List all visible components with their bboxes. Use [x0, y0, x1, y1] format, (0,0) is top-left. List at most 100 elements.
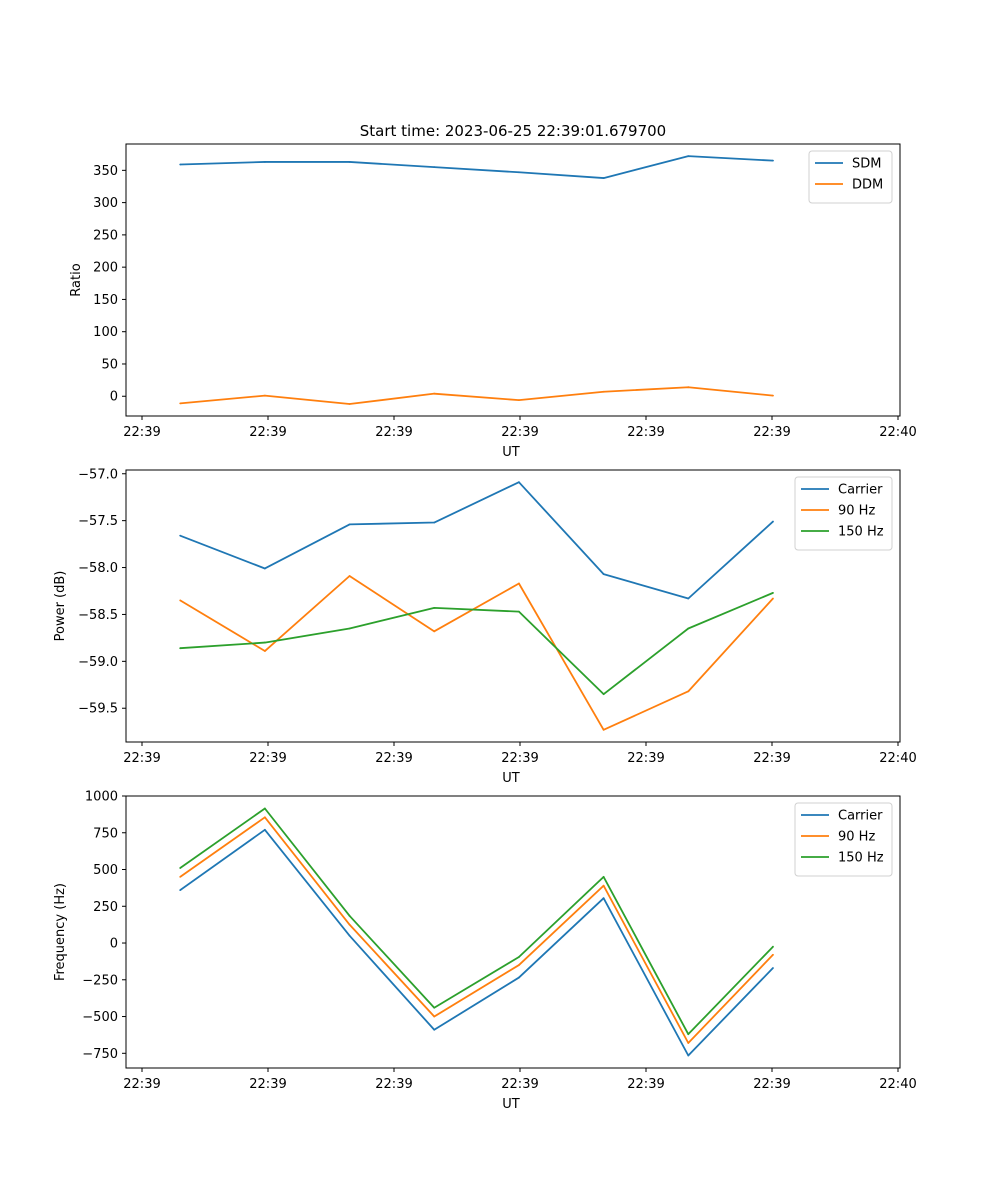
- data-point-carrier: [263, 567, 266, 570]
- x-tick-label: 22:39: [249, 751, 286, 766]
- data-point-90-hz: [518, 964, 520, 966]
- data-point-90-hz: [348, 923, 351, 926]
- data-point-150-hz: [179, 647, 182, 650]
- data-point-150-hz: [348, 914, 351, 917]
- data-point-ddm: [179, 402, 182, 405]
- x-tick-label: 22:39: [123, 1077, 160, 1092]
- data-point-carrier: [772, 520, 774, 523]
- figure-title: Start time: 2023-06-25 22:39:01.679700: [360, 122, 666, 140]
- data-point-carrier: [348, 523, 351, 526]
- x-tick-label: 22:39: [753, 751, 790, 766]
- x-tick-label: 22:40: [879, 751, 916, 766]
- data-point-90-hz: [433, 1015, 436, 1018]
- x-tick-label: 22:39: [501, 425, 538, 440]
- x-tick-label: 22:39: [501, 1077, 538, 1092]
- y-axis-label: Ratio: [69, 263, 84, 296]
- data-point-90-hz: [687, 690, 690, 693]
- data-point-90-hz: [687, 1042, 690, 1044]
- y-tick-label: 150: [93, 293, 118, 308]
- data-point-90-hz: [263, 650, 266, 652]
- plot-area: [125, 469, 901, 743]
- x-tick-label: 22:39: [753, 1077, 790, 1092]
- x-axis-label: UT: [502, 771, 520, 786]
- data-point-carrier: [348, 934, 351, 937]
- data-point-90-hz: [263, 816, 266, 819]
- y-tick-label: 0: [110, 937, 118, 952]
- data-point-carrier: [687, 597, 690, 600]
- y-tick-label: −59.0: [78, 655, 118, 670]
- data-point-ddm: [433, 392, 436, 395]
- x-tick-label: 22:39: [375, 1077, 412, 1092]
- data-point-90-hz: [348, 575, 351, 577]
- data-point-150-hz: [518, 610, 520, 613]
- plot-area: [125, 795, 901, 1069]
- x-tick-label: 22:39: [627, 751, 664, 766]
- data-point-sdm: [687, 155, 690, 158]
- data-point-sdm: [348, 161, 351, 163]
- data-point-90-hz: [602, 728, 605, 731]
- series-line-carrier: [179, 481, 774, 600]
- series-line-ddm: [180, 386, 774, 405]
- data-point-150-hz: [348, 627, 351, 630]
- data-point-90-hz: [179, 875, 182, 878]
- series-line-150-hz: [180, 592, 774, 696]
- y-tick-label: 750: [93, 826, 118, 841]
- x-tick-label: 22:39: [753, 425, 790, 440]
- legend-label: 150 Hz: [838, 851, 884, 866]
- x-tick-label: 22:40: [879, 425, 916, 440]
- data-point-150-hz: [433, 606, 436, 609]
- y-tick-label: 250: [93, 228, 118, 243]
- data-point-carrier: [179, 889, 182, 891]
- data-point-ddm: [687, 386, 690, 389]
- legend-label: Carrier: [838, 809, 883, 824]
- data-point-ddm: [772, 394, 774, 397]
- data-point-150-hz: [433, 1006, 436, 1009]
- y-tick-label: 500: [93, 863, 118, 878]
- legend-label: 90 Hz: [838, 830, 875, 845]
- data-point-90-hz: [179, 599, 182, 602]
- x-tick-label: 22:39: [249, 425, 286, 440]
- data-point-150-hz: [518, 956, 520, 958]
- plot-area: [125, 143, 901, 417]
- data-point-sdm: [179, 163, 182, 166]
- x-tick-label: 22:39: [627, 1077, 664, 1092]
- y-tick-label: −57.0: [78, 467, 118, 482]
- data-point-carrier: [687, 1054, 690, 1057]
- x-tick-label: 22:39: [501, 751, 538, 766]
- y-axis-label: Frequency (Hz): [53, 883, 68, 981]
- y-axis-label: Power (dB): [53, 571, 68, 642]
- chart-panel-2: −59.5 −59.0 −58.5 −58.0 −57.5 −57.0 22:39 22:39…: [53, 467, 917, 786]
- data-point-ddm: [263, 394, 266, 397]
- data-point-carrier: [602, 573, 605, 576]
- data-point-sdm: [602, 177, 605, 179]
- series-line-90-hz: [179, 816, 774, 1044]
- y-tick-label: −58.5: [78, 608, 118, 623]
- data-point-ddm: [602, 390, 605, 393]
- series-line-90-hz: [179, 575, 774, 731]
- x-tick-label: 22:39: [627, 425, 664, 440]
- y-tick-label: 1000: [85, 790, 118, 805]
- chart-panel-3: −750 −500 −250 0 250 500 750 1000 22:39 22:39 22:3…: [53, 790, 917, 1113]
- x-tick-label: 22:39: [375, 425, 412, 440]
- legend: Carrier 90 Hz 150 Hz: [794, 476, 893, 551]
- data-point-90-hz: [518, 582, 520, 585]
- y-tick-label: −59.5: [78, 702, 118, 717]
- data-point-90-hz: [602, 884, 605, 887]
- y-tick-label: −58.0: [78, 561, 118, 576]
- data-point-carrier: [179, 534, 182, 537]
- y-tick-label: 300: [93, 196, 118, 211]
- data-point-sdm: [518, 171, 520, 174]
- data-point-carrier: [433, 521, 436, 524]
- legend: Carrier 90 Hz 150 Hz: [794, 802, 893, 877]
- x-tick-label: 22:39: [249, 1077, 286, 1092]
- y-tick-label: −500: [82, 1010, 118, 1025]
- data-point-carrier: [602, 897, 605, 900]
- legend-label: DDM: [852, 178, 883, 193]
- legend-label: 90 Hz: [838, 504, 875, 519]
- y-tick-label: 350: [93, 164, 118, 179]
- data-point-ddm: [518, 399, 520, 402]
- data-point-carrier: [772, 967, 774, 969]
- y-tick-label: 50: [101, 357, 118, 372]
- x-tick-label: 22:40: [879, 1077, 916, 1092]
